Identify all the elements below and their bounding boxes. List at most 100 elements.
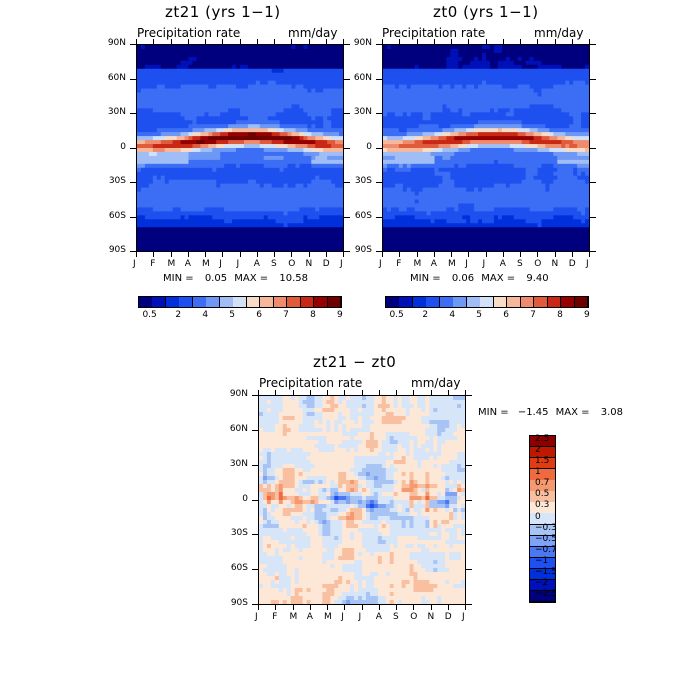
heat-cell (462, 68, 467, 74)
heat-cell (327, 116, 332, 121)
heat-cell (283, 72, 289, 78)
heat-cell (390, 84, 396, 90)
heat-cell (549, 207, 554, 212)
heat-cell (180, 203, 186, 209)
heat-cell (327, 72, 332, 78)
heat-cell (410, 163, 416, 169)
heat-cell (525, 120, 531, 125)
heat-cell (311, 167, 316, 173)
heat-cell (236, 72, 241, 78)
heat-cell (251, 88, 257, 94)
heat-cell (184, 199, 190, 205)
heat-cell (212, 92, 217, 98)
heat-cell (220, 199, 225, 205)
heat-cell (224, 45, 229, 50)
heat-cell (446, 68, 451, 74)
heat-cell (152, 148, 158, 153)
heat-cell (434, 151, 440, 157)
heat-cell (212, 48, 217, 54)
heat-cell (204, 128, 209, 133)
heat-cell (529, 72, 535, 78)
heat-cell (581, 171, 586, 177)
heat-cell (422, 64, 428, 70)
heat-cell (224, 243, 229, 248)
heat-cell (581, 132, 586, 137)
heat-cell (204, 191, 209, 197)
heat-cell (267, 132, 273, 137)
heat-cell (489, 45, 495, 50)
heat-cell (339, 112, 343, 117)
heat-cell (331, 76, 336, 82)
heat-cell (267, 56, 273, 62)
heat-cell (291, 48, 297, 54)
heat-cell (243, 211, 249, 216)
heat-cell (267, 187, 273, 193)
heat-cell (489, 112, 495, 117)
heat-cell (438, 64, 444, 70)
heat-cell (398, 72, 404, 78)
heat-cell (247, 52, 253, 58)
heat-cell (474, 64, 479, 70)
heat-cell (180, 76, 186, 82)
heat-cell (383, 108, 388, 113)
heat-cell (458, 132, 463, 137)
heat-cell (172, 231, 178, 236)
heat-cell (533, 155, 539, 161)
heat-cell (164, 56, 170, 62)
heat-cell (192, 64, 198, 70)
heat-cell (406, 175, 412, 181)
heat-cell (160, 187, 166, 193)
heat-cell (513, 132, 519, 137)
heat-cell (144, 195, 150, 201)
heat-cell (176, 128, 182, 133)
heat-cell (232, 223, 237, 228)
heat-cell (406, 124, 412, 129)
heat-cell (271, 104, 277, 109)
heat-cell (232, 183, 237, 189)
heat-cell (482, 175, 487, 181)
heat-cell (549, 163, 554, 169)
heat-cell (533, 179, 539, 185)
heat-cell (509, 84, 515, 90)
heat-cell (561, 195, 566, 201)
heat-cell (180, 199, 186, 205)
heat-cell (259, 239, 265, 244)
heat-cell (513, 175, 519, 181)
heat-cell (137, 247, 142, 251)
heat-cell (259, 128, 265, 133)
heat-cell (212, 132, 217, 137)
heat-cell (418, 140, 424, 145)
heat-cell (140, 179, 146, 185)
heat-cell (220, 80, 225, 86)
heat-cell (208, 132, 213, 137)
heat-cell (537, 60, 543, 66)
heat-cell (200, 151, 205, 157)
heat-cell (279, 60, 285, 66)
heat-cell (557, 100, 562, 106)
heat-cell (418, 132, 424, 137)
heat-cell (474, 187, 479, 193)
heat-cell (446, 171, 451, 177)
heat-cell (486, 68, 491, 74)
heat-cell (200, 155, 205, 161)
heat-cell (263, 120, 269, 125)
heat-cell (501, 108, 507, 113)
heat-cell (208, 96, 213, 102)
heat-cell (545, 148, 550, 153)
heat-cell (398, 68, 404, 74)
heat-cell (442, 56, 447, 62)
heat-cell (168, 124, 174, 129)
heat-cell (478, 155, 483, 161)
heat-cell (315, 203, 320, 209)
heat-cell (259, 211, 265, 216)
heat-cell (196, 92, 201, 98)
heat-cell (383, 128, 388, 133)
heat-cell (553, 183, 558, 189)
heat-cell (295, 68, 301, 74)
heat-cell (212, 207, 217, 212)
heat-cell (533, 124, 539, 129)
heat-cell (247, 72, 253, 78)
colorbar-swatch (139, 297, 153, 307)
heat-cell (295, 223, 301, 228)
heat-cell (418, 148, 424, 153)
